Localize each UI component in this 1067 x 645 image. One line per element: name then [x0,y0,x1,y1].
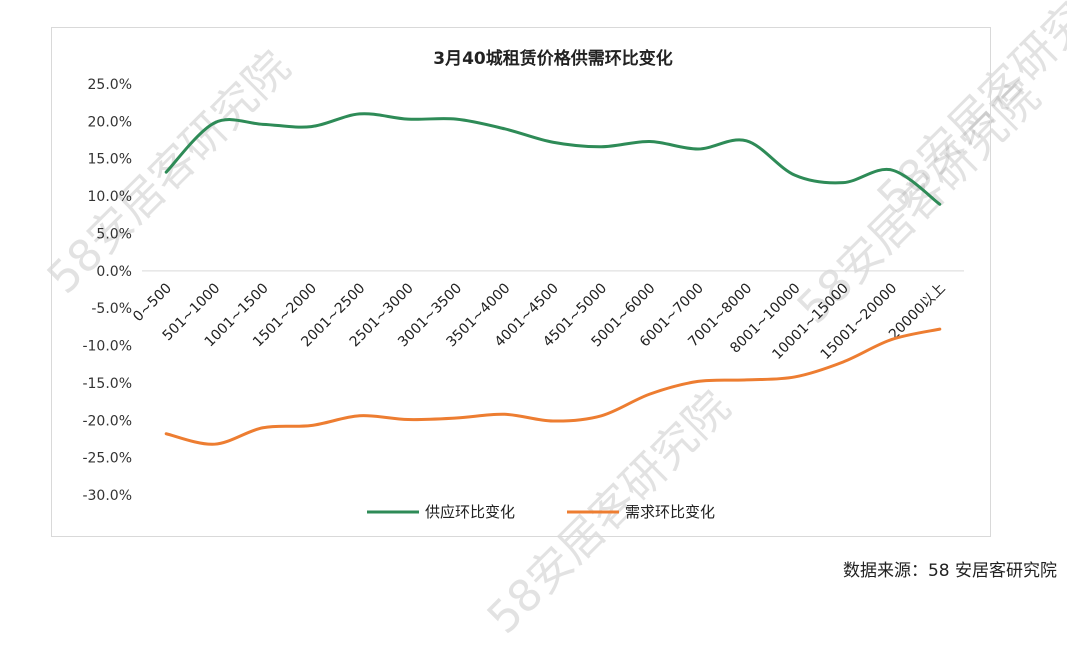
x-tick-label: 0~500 [130,280,175,325]
y-tick-label: 20.0% [88,114,132,130]
data-source: 数据来源：58 安居客研究院 [842,561,1057,581]
y-tick-label: -20.0% [82,413,132,429]
y-tick-label: -25.0% [82,451,132,467]
legend-label-supply: 供应环比变化 [425,503,515,521]
y-tick-label: 5.0% [96,226,132,242]
chart-frame: 3月40城租赁价格供需环比变化 25.0% 20.0% 15.0% 10.0% 5.0% 0… [51,27,991,537]
line-chart: 3月40城租赁价格供需环比变化 25.0% 20.0% 15.0% 10.0% 5.0% 0… [82,48,964,521]
legend-label-demand: 需求环比变化 [625,503,715,521]
series-line-supply [164,112,942,206]
y-tick-label: -15.0% [82,376,132,392]
y-tick-label: 15.0% [88,152,132,168]
series-line-demand [164,327,942,446]
y-tick-label: 0.0% [96,264,132,280]
y-tick-label: -30.0% [82,488,132,504]
y-tick-label: 10.0% [88,189,132,205]
y-tick-label: -10.0% [82,339,132,355]
chart-title: 3月40城租赁价格供需环比变化 [433,48,673,69]
y-tick-label: 25.0% [88,77,132,93]
y-tick-label: -5.0% [91,301,132,317]
